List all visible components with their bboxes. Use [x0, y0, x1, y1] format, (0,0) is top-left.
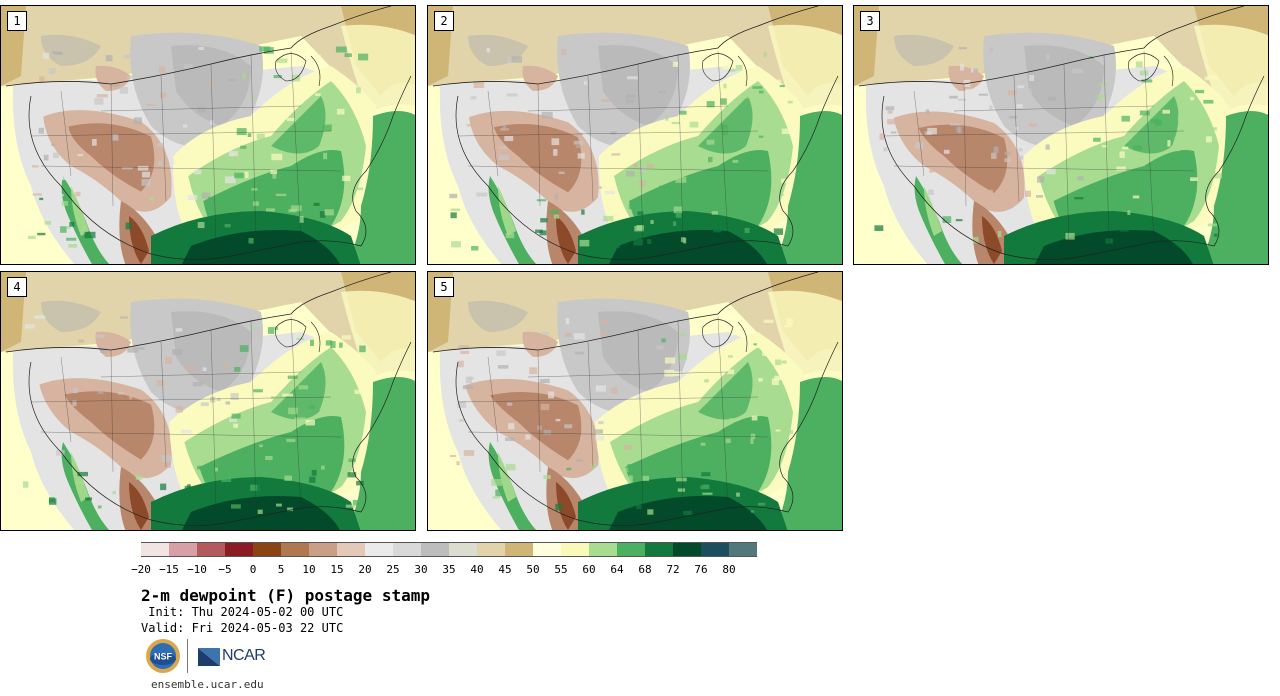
colorbar-swatch [197, 542, 225, 557]
colorbar-swatch [505, 542, 533, 557]
colorbar-swatch [393, 542, 421, 557]
ncar-logo [198, 648, 220, 666]
colorbar-tick-label: 68 [638, 563, 652, 576]
colorbar-swatch [729, 542, 757, 557]
panel-label: 1 [7, 11, 27, 31]
colorbar-swatch [533, 542, 561, 557]
stamp-panel-2: 2 [427, 5, 843, 265]
colorbar-swatch [645, 542, 673, 557]
colorbar-swatch [421, 542, 449, 557]
panel-label: 3 [860, 11, 880, 31]
colorbar: −20 −15 −10 −5 0 5 10 15 20 25 30 35 40 45 50 55 60 64 68 7… [131, 542, 757, 582]
stamp-panel-3: 3 [853, 5, 1269, 265]
colorbar-tick-label: 72 [666, 563, 680, 576]
svg-text:NSF: NSF [154, 652, 173, 662]
valid-time: Valid: Fri 2024-05-03 22 UTC [141, 621, 344, 635]
stamp-panel-1: 1 [0, 5, 416, 265]
colorbar-tick-label: 76 [694, 563, 708, 576]
colorbar-tick-label: −5 [218, 563, 232, 576]
colorbar-tick-label: 10 [302, 563, 316, 576]
figure-title: 2-m dewpoint (F) postage stamp [141, 586, 430, 605]
colorbar-swatch [617, 542, 645, 557]
colorbar-swatch [337, 542, 365, 557]
colorbar-swatch [701, 542, 729, 557]
colorbar-tick-label: 55 [554, 563, 568, 576]
colorbar-swatch [449, 542, 477, 557]
colorbar-swatch [589, 542, 617, 557]
logo-separator [187, 639, 188, 673]
colorbar-swatch [225, 542, 253, 557]
colorbar-tick-label: 50 [526, 563, 540, 576]
colorbar-swatch [253, 542, 281, 557]
colorbar-tick-label: 5 [277, 563, 285, 576]
colorbar-swatch [477, 542, 505, 557]
website-url: ensemble.ucar.edu [151, 678, 264, 691]
ncar-logo-text: NCAR [222, 647, 266, 664]
colorbar-tick-label: 64 [610, 563, 624, 576]
colorbar-tick-label: 45 [498, 563, 512, 576]
colorbar-swatch [365, 542, 393, 557]
colorbar-tick-label: 0 [249, 563, 257, 576]
colorbar-tick-label: −20 [131, 563, 151, 576]
colorbar-swatch [309, 542, 337, 557]
panel-label: 5 [434, 277, 454, 297]
panel-label: 4 [7, 277, 27, 297]
stamp-panel-5: 5 [427, 271, 843, 531]
panel-label: 2 [434, 11, 454, 31]
colorbar-swatch [673, 542, 701, 557]
nsf-logo: NSF [146, 639, 180, 673]
colorbar-tick-label: 25 [386, 563, 400, 576]
colorbar-swatch [281, 542, 309, 557]
colorbar-tick-label: 80 [722, 563, 736, 576]
colorbar-tick-label: 30 [414, 563, 428, 576]
colorbar-swatch [561, 542, 589, 557]
colorbar-swatch [169, 542, 197, 557]
colorbar-tick-label: −15 [159, 563, 179, 576]
init-time: Init: Thu 2024-05-02 00 UTC [141, 605, 344, 619]
colorbar-swatch [141, 542, 169, 557]
colorbar-tick-label: 35 [442, 563, 456, 576]
colorbar-tick-label: 20 [358, 563, 372, 576]
colorbar-tick-label: 60 [582, 563, 596, 576]
stamp-panel-4: 4 [0, 271, 416, 531]
colorbar-tick-label: 15 [330, 563, 344, 576]
colorbar-tick-label: −10 [187, 563, 207, 576]
colorbar-tick-label: 40 [470, 563, 484, 576]
